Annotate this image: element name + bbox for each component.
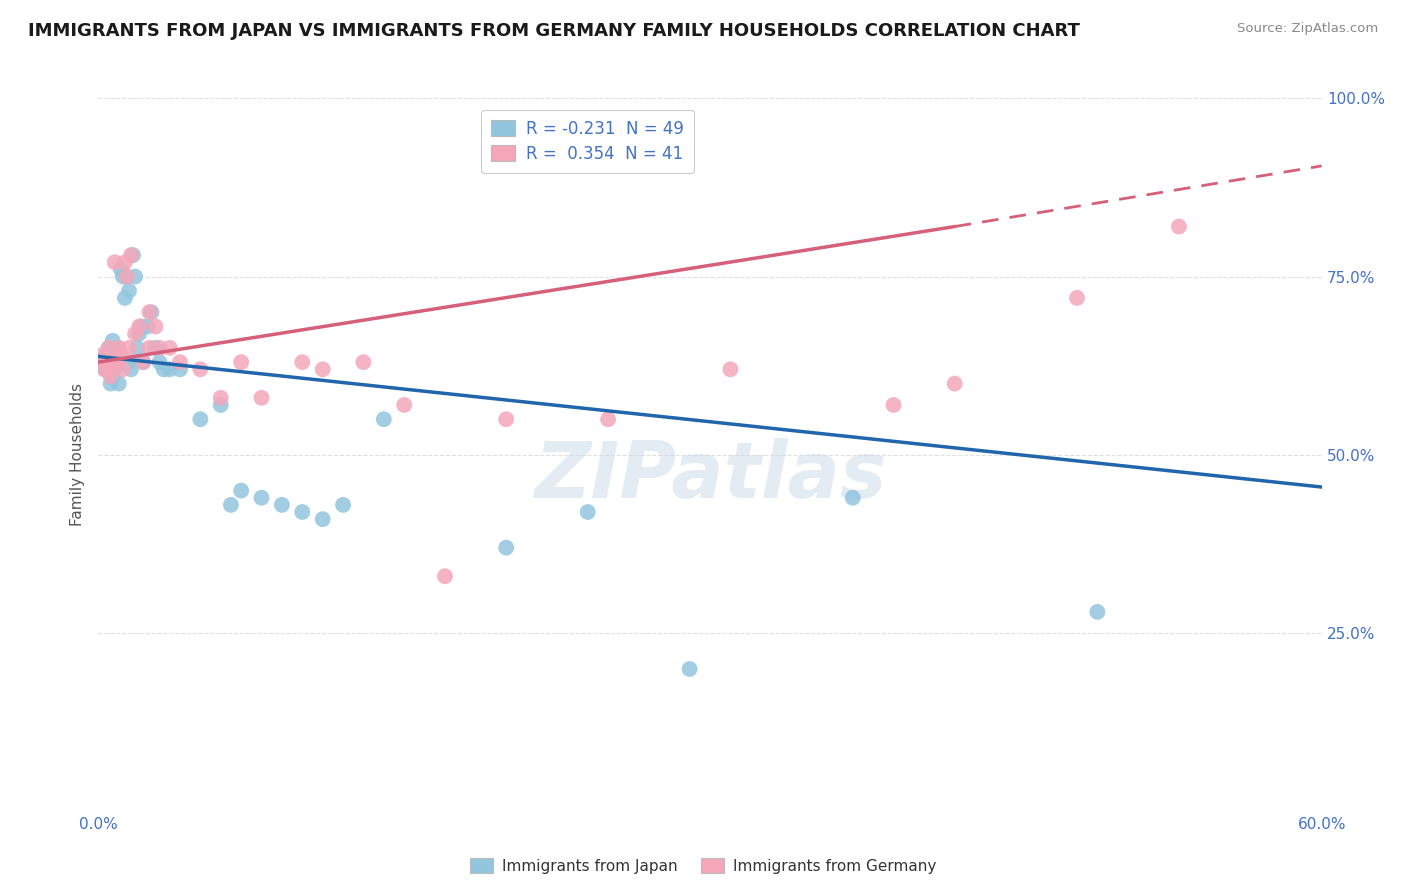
Point (132, 355, 155, 369)
Point (110, 262, 132, 277)
Point (111, 269, 134, 284)
Point (159, 341, 181, 355)
Point (1085, 605, 1108, 619)
Point (97, 362, 120, 376)
Point (188, 362, 212, 376)
Point (495, 541, 517, 555)
Point (312, 512, 335, 526)
Point (598, 412, 620, 426)
Point (115, 269, 138, 284)
Point (100, 376, 122, 391)
Point (392, 398, 416, 412)
Point (96, 348, 118, 362)
Point (312, 362, 335, 376)
Point (127, 341, 149, 355)
Point (841, 491, 863, 505)
Point (291, 355, 314, 369)
Point (373, 412, 395, 426)
Point (91, 355, 114, 369)
Point (101, 369, 124, 384)
Point (124, 269, 146, 284)
Point (149, 341, 172, 355)
Point (720, 362, 742, 376)
Point (145, 319, 167, 334)
Y-axis label: Family Households: Family Households (70, 384, 86, 526)
Point (291, 505, 314, 519)
Point (132, 355, 155, 369)
Point (100, 369, 122, 384)
Point (97, 341, 120, 355)
Point (97, 341, 120, 355)
Point (138, 305, 160, 319)
Point (100, 355, 122, 369)
Point (114, 291, 136, 305)
Point (679, 662, 702, 676)
Point (169, 355, 191, 369)
Point (104, 255, 127, 269)
Point (105, 355, 128, 369)
Point (209, 391, 232, 405)
Point (101, 355, 124, 369)
Point (115, 269, 138, 284)
Point (97, 362, 120, 376)
Point (96, 355, 118, 369)
Point (219, 498, 242, 512)
Point (250, 491, 273, 505)
Point (145, 341, 167, 355)
Point (120, 248, 142, 262)
Legend: R = -0.231  N = 49, R =  0.354  N = 41: R = -0.231 N = 49, R = 0.354 N = 41 (481, 110, 695, 173)
Point (943, 376, 966, 391)
Point (270, 498, 294, 512)
Point (122, 248, 145, 262)
Point (1167, 219, 1189, 234)
Point (1066, 291, 1088, 305)
Text: ZIPatlas: ZIPatlas (534, 438, 886, 515)
Point (250, 391, 273, 405)
Point (118, 355, 141, 369)
Point (93, 362, 115, 376)
Point (231, 355, 253, 369)
Text: Source: ZipAtlas.com: Source: ZipAtlas.com (1237, 22, 1378, 36)
Point (883, 398, 905, 412)
Point (332, 498, 354, 512)
Point (434, 569, 457, 583)
Point (110, 348, 132, 362)
Point (91, 348, 114, 362)
Text: IMMIGRANTS FROM JAPAN VS IMMIGRANTS FROM GERMANY FAMILY HOUSEHOLDS CORRELATION C: IMMIGRANTS FROM JAPAN VS IMMIGRANTS FROM… (28, 22, 1080, 40)
Point (495, 412, 517, 426)
Point (118, 341, 141, 355)
Point (352, 355, 374, 369)
Legend: Immigrants from Japan, Immigrants from Germany: Immigrants from Japan, Immigrants from G… (464, 852, 942, 880)
Point (152, 362, 174, 376)
Point (124, 326, 146, 341)
Point (104, 348, 127, 362)
Point (129, 319, 152, 334)
Point (128, 326, 150, 341)
Point (136, 319, 159, 334)
Point (108, 376, 131, 391)
Point (120, 362, 142, 376)
Point (108, 355, 131, 369)
Point (231, 483, 253, 498)
Point (101, 334, 124, 348)
Point (104, 362, 127, 376)
Point (118, 284, 141, 298)
Point (138, 341, 160, 355)
Point (188, 412, 212, 426)
Point (141, 305, 163, 319)
Point (93, 362, 115, 376)
Point (111, 362, 134, 376)
Point (169, 362, 191, 376)
Point (105, 341, 128, 355)
Point (128, 319, 150, 334)
Point (209, 398, 232, 412)
Point (114, 255, 136, 269)
Point (576, 505, 599, 519)
Point (108, 341, 131, 355)
Point (159, 362, 181, 376)
Point (149, 355, 172, 369)
